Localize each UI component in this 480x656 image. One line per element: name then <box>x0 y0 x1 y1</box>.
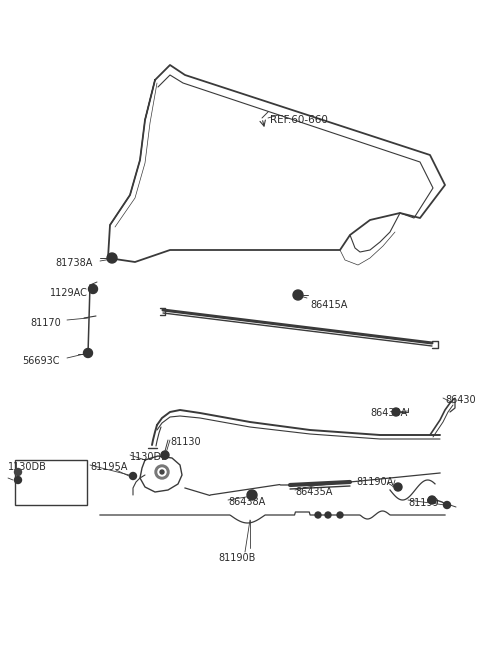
Text: 81195A: 81195A <box>90 462 127 472</box>
Circle shape <box>325 512 331 518</box>
Circle shape <box>130 472 136 480</box>
Circle shape <box>158 468 166 476</box>
Circle shape <box>88 285 97 293</box>
Circle shape <box>14 476 22 483</box>
Circle shape <box>14 468 22 476</box>
Text: 86434A: 86434A <box>370 408 407 418</box>
Text: 1130DB: 1130DB <box>8 462 47 472</box>
Circle shape <box>160 470 164 474</box>
Text: 86430: 86430 <box>445 395 476 405</box>
Text: 86435A: 86435A <box>295 487 332 497</box>
Text: 81170: 81170 <box>30 318 61 328</box>
Text: 81738A: 81738A <box>55 258 92 268</box>
Circle shape <box>107 253 117 263</box>
Circle shape <box>392 408 400 416</box>
Text: 81130: 81130 <box>170 437 201 447</box>
Circle shape <box>315 512 321 518</box>
Circle shape <box>247 490 257 500</box>
Bar <box>15 460 87 505</box>
Circle shape <box>293 290 303 300</box>
Circle shape <box>337 512 343 518</box>
Text: 81199: 81199 <box>408 498 439 508</box>
Text: 86438A: 86438A <box>228 497 265 507</box>
Circle shape <box>394 483 402 491</box>
Text: REF.60-660: REF.60-660 <box>270 115 328 125</box>
Text: 1129AC: 1129AC <box>50 288 88 298</box>
Text: 56693C: 56693C <box>22 356 60 366</box>
Circle shape <box>161 451 169 459</box>
Text: 1130DB: 1130DB <box>130 452 169 462</box>
Text: 81190B: 81190B <box>218 553 255 563</box>
Text: 81190A: 81190A <box>356 477 393 487</box>
Text: 86415A: 86415A <box>310 300 348 310</box>
Circle shape <box>428 496 436 504</box>
Circle shape <box>444 501 451 508</box>
Circle shape <box>155 465 169 479</box>
Circle shape <box>84 348 93 358</box>
